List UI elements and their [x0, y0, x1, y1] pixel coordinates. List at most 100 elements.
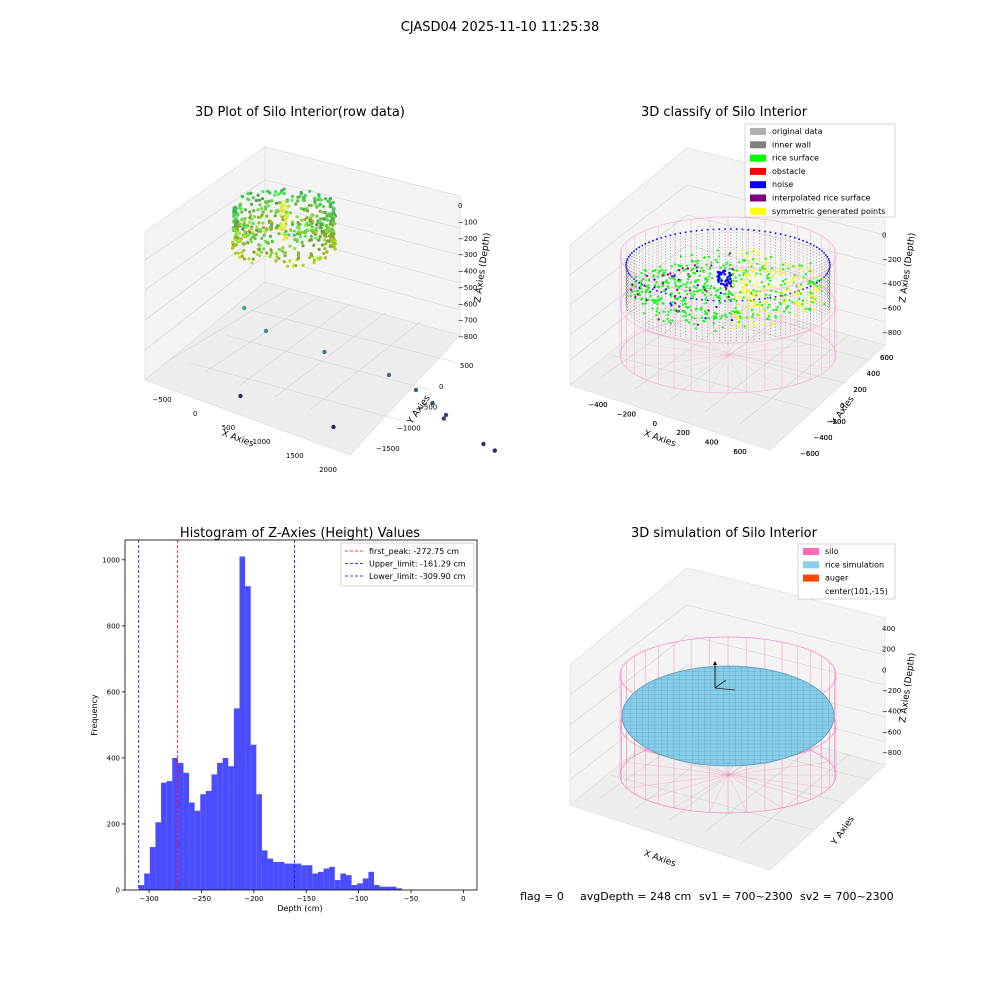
classified-point — [653, 301, 656, 305]
classified-point — [714, 329, 717, 333]
classified-point — [816, 279, 819, 282]
classified-point — [753, 249, 756, 252]
cloud-point — [296, 251, 301, 255]
classified-point — [763, 267, 766, 270]
classified-point — [691, 294, 694, 297]
z-tick-label: −200 — [458, 235, 477, 243]
classified-point — [640, 271, 643, 275]
cloud-point — [264, 239, 268, 243]
histogram-bar — [250, 744, 257, 890]
y-tick-label: 400 — [867, 370, 880, 378]
cloud-point — [305, 221, 309, 225]
classified-point — [762, 285, 766, 288]
classified-point — [734, 295, 737, 298]
classified-point — [656, 302, 659, 306]
classified-point — [666, 285, 669, 288]
cloud-point — [293, 238, 297, 242]
outlier-point — [441, 416, 446, 421]
cloud-point — [324, 242, 328, 246]
classified-point — [666, 317, 669, 320]
classified-point — [770, 289, 773, 292]
classified-point — [642, 277, 645, 281]
legend-label: interpolated rice surface — [772, 194, 870, 203]
classified-point — [747, 288, 750, 291]
classified-point — [739, 297, 742, 300]
sv1-text: sv1 = 700~2300 — [699, 890, 793, 903]
y-tick-label: −1000 — [397, 424, 421, 432]
classified-point — [730, 298, 733, 301]
classified-point — [814, 276, 817, 279]
classified-point — [677, 278, 680, 281]
classified-point — [724, 267, 727, 270]
classified-point — [704, 310, 707, 313]
classified-point — [777, 291, 781, 294]
classified-point — [702, 319, 705, 322]
cloud-point — [312, 228, 316, 232]
cloud-point — [244, 225, 248, 229]
cloud-point — [274, 201, 278, 205]
rice-simulation-surface — [621, 665, 835, 767]
noise-point — [712, 228, 715, 231]
classified-point — [751, 315, 754, 318]
classified-point — [677, 296, 680, 299]
classified-point — [741, 289, 744, 292]
classified-point — [774, 308, 778, 311]
cloud-point — [265, 227, 269, 231]
histogram-bar — [256, 794, 262, 890]
cloud-point — [318, 209, 322, 213]
classified-point — [812, 288, 816, 291]
classified-point — [715, 305, 718, 309]
classified-point — [695, 307, 698, 310]
classified-point — [713, 311, 716, 314]
cloud-point — [282, 260, 286, 264]
classified-point — [792, 280, 795, 283]
cloud-point — [253, 237, 257, 241]
x-tick-label: 0 — [461, 895, 465, 903]
classified-point — [652, 299, 655, 302]
cylinder-spoke — [626, 774, 729, 789]
classified-point — [705, 287, 708, 290]
classified-point — [816, 289, 819, 292]
classified-point — [693, 323, 696, 326]
z-tick-label: −600 — [882, 305, 901, 313]
histogram-bar — [374, 885, 380, 890]
classified-point — [808, 291, 812, 294]
cloud-point — [313, 196, 317, 200]
noise-point — [774, 232, 777, 235]
cloud-point — [242, 257, 246, 261]
classified-point — [800, 283, 803, 286]
cloud-point — [322, 205, 326, 209]
classified-point — [688, 289, 692, 292]
noise-point — [815, 281, 818, 284]
noise-point — [652, 239, 654, 242]
cloud-point — [309, 228, 313, 233]
classified-point — [674, 281, 677, 284]
classified-point — [742, 286, 745, 289]
cloud-point — [290, 198, 294, 202]
noise-point — [717, 279, 720, 283]
x-tick-label: 600 — [733, 448, 746, 456]
classified-point — [723, 292, 726, 296]
cylinder-spoke — [645, 354, 729, 380]
cloud-point — [326, 230, 330, 234]
classified-point — [783, 294, 787, 297]
cloud-point — [239, 222, 243, 227]
classified-point — [740, 278, 743, 281]
legend-label: symmetric generated points — [772, 207, 885, 216]
classified-point — [774, 290, 778, 293]
cloud-point — [260, 207, 264, 211]
cloud-point — [233, 224, 237, 228]
noise-point — [730, 228, 732, 230]
classified-point — [787, 267, 790, 270]
classified-point — [732, 279, 735, 282]
classified-point — [686, 264, 689, 267]
noise-point — [679, 295, 682, 298]
classified-point — [754, 299, 757, 302]
x-tick-label: 0 — [653, 420, 657, 428]
classified-point — [724, 313, 727, 317]
classified-point — [738, 274, 741, 277]
raw-point-cloud — [230, 187, 337, 268]
classified-point — [729, 285, 733, 288]
cloud-point — [247, 220, 252, 224]
classified-point — [764, 257, 767, 260]
